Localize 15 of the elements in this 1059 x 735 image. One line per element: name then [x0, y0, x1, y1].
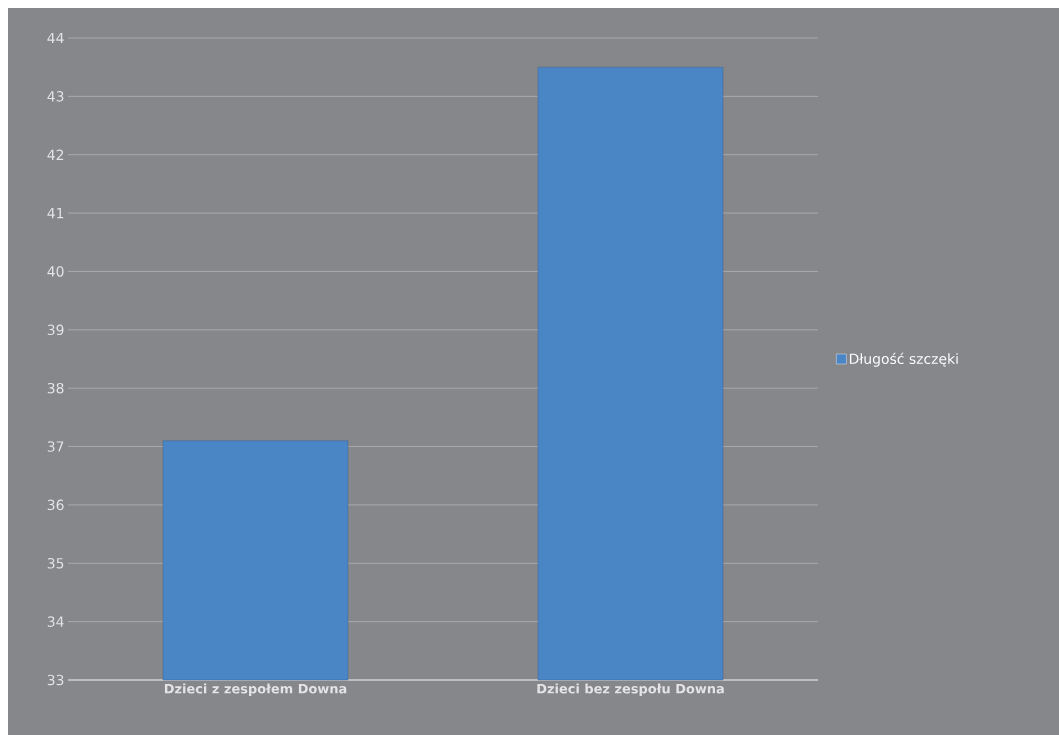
y-tick-label: 36 [47, 499, 64, 511]
x-tick-label: Dzieci z zespołem Downa [164, 683, 347, 697]
y-tick-label: 33 [47, 674, 64, 686]
y-tick-label: 43 [47, 91, 64, 102]
x-tick-label: Dzieci bez zespołu Downa [537, 683, 724, 697]
y-tick-label: 44 [47, 32, 64, 44]
y-tick-label: 35 [47, 557, 64, 569]
y-tick-label: 38 [47, 382, 64, 394]
y-tick-label: 42 [47, 149, 64, 160]
y-tick-label: 41 [47, 208, 64, 219]
y-tick-label: 39 [47, 324, 64, 336]
y-tick-label: 34 [47, 616, 64, 627]
y-tick-label: 40 [47, 266, 64, 277]
y-tick-label: 37 [47, 441, 64, 452]
legend-label: Długość szczęki [849, 352, 958, 367]
